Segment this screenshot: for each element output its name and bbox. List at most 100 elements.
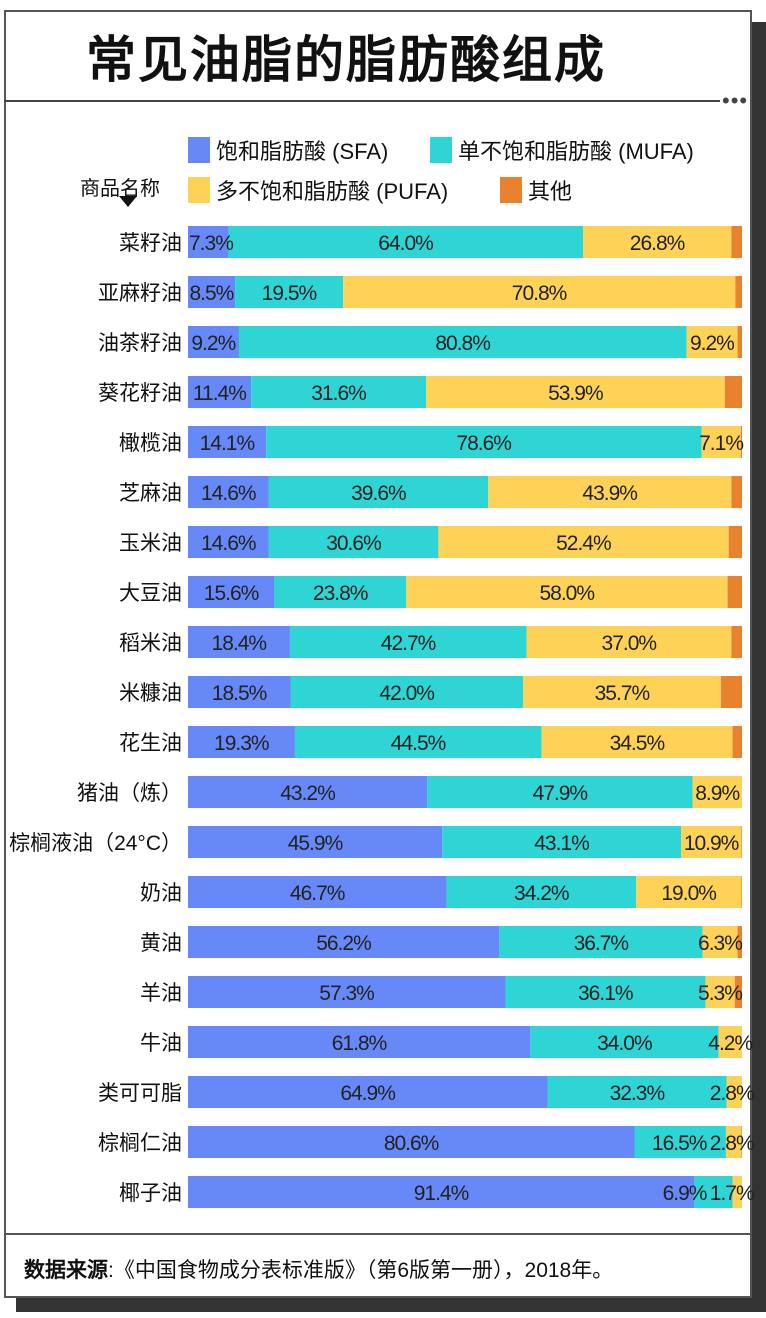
bar-segment [701, 426, 741, 458]
bar-segment [505, 976, 706, 1008]
bar-segment [741, 1126, 742, 1158]
bar-segment [238, 326, 687, 358]
bar-segment [547, 1076, 727, 1108]
data-label: 53.9% [548, 382, 603, 405]
source-note: 数据来源:《中国食物成分表标准版》（第6版第一册），2018年。 [24, 1254, 613, 1284]
bar-segment [268, 526, 439, 558]
category-label: 类可可脂 [98, 1082, 182, 1105]
bar-segment [737, 926, 742, 958]
category-label: 菜籽油 [119, 232, 182, 255]
bar-segment [274, 576, 407, 608]
data-label: 11.4% [193, 382, 246, 405]
bar-segment [188, 276, 236, 308]
category-label: 奶油 [140, 882, 182, 905]
data-label: 14.1% [200, 432, 255, 455]
category-label: 油茶籽油 [98, 332, 182, 355]
data-label: 19.0% [661, 882, 716, 905]
data-label: 1.7% [710, 1182, 754, 1205]
data-label: 9.2% [191, 332, 235, 355]
data-label: 42.7% [381, 632, 436, 655]
data-label: 61.8% [332, 1032, 387, 1055]
data-label: 56.2% [316, 932, 371, 955]
data-label: 39.6% [351, 482, 406, 505]
bar-segment [251, 376, 427, 408]
bar-segment [343, 276, 736, 308]
data-label: 78.6% [456, 432, 511, 455]
bar-segment [188, 776, 428, 808]
bar-segment [188, 476, 269, 508]
data-label: 14.6% [201, 482, 256, 505]
category-label: 牛油 [140, 1032, 182, 1055]
data-label: 18.4% [212, 632, 267, 655]
legend-other: 其他 [500, 174, 572, 206]
category-label: 花生油 [119, 732, 182, 755]
bar-segment [634, 1126, 726, 1158]
data-label: 42.0% [379, 682, 434, 705]
bar-segment [188, 226, 229, 258]
data-label: 9.2% [690, 332, 734, 355]
bar-segment [583, 226, 732, 258]
bar-segment [228, 226, 584, 258]
bar-segment [188, 726, 295, 758]
bar-segment [692, 776, 742, 808]
down-arrow-icon [119, 196, 137, 207]
bar-segment [681, 826, 742, 858]
data-label: 15.6% [204, 582, 259, 605]
data-label: 26.8% [630, 232, 685, 255]
category-label: 大豆油 [119, 582, 182, 605]
bar-segment [732, 726, 742, 758]
category-axis-title: 商品名称 [80, 178, 160, 200]
legend-swatch-sfa [188, 137, 210, 163]
data-label: 19.5% [262, 282, 317, 305]
bar-segment [530, 1026, 719, 1058]
category-label: 稻米油 [119, 632, 182, 655]
data-label: 43.1% [534, 832, 589, 855]
legend-sfa: 饱和脂肪酸 (SFA) [188, 134, 388, 166]
data-label: 7.3% [189, 232, 233, 255]
bar-segment [735, 276, 742, 308]
data-label: 46.7% [290, 882, 345, 905]
bar-segment [702, 926, 738, 958]
data-label: 80.8% [435, 332, 490, 355]
bar-segment [724, 376, 742, 408]
data-label: 23.8% [313, 582, 368, 605]
bar-segment [188, 376, 252, 408]
bar-segment [694, 1176, 733, 1208]
bar-segment [446, 876, 637, 908]
category-label: 羊油 [140, 982, 182, 1005]
category-label: 亚麻籽油 [98, 282, 182, 305]
title-divider [4, 100, 720, 102]
category-label: 玉米油 [119, 532, 182, 555]
bar-segment [523, 676, 721, 708]
data-label: 34.5% [610, 732, 665, 755]
category-label: 橄榄油 [119, 432, 182, 455]
bar-segment [188, 576, 275, 608]
data-label: 34.2% [514, 882, 569, 905]
data-label: 45.9% [288, 832, 343, 855]
bar-segment [427, 776, 693, 808]
bar-segment [732, 1176, 742, 1208]
data-label: 57.3% [319, 982, 374, 1005]
bar-segment [188, 676, 291, 708]
bar-segment [406, 576, 728, 608]
data-label: 70.8% [512, 282, 567, 305]
data-label: 19.3% [214, 732, 269, 755]
bar-segment [188, 326, 239, 358]
bar-segment [438, 526, 729, 558]
category-label: 米糠油 [119, 682, 182, 705]
bar-segment [727, 576, 742, 608]
bar-segment [188, 876, 447, 908]
data-label: 16.5% [652, 1132, 707, 1155]
legend-label-other: 其他 [528, 179, 573, 204]
bar-segment [499, 926, 703, 958]
bar-segment [705, 976, 735, 1008]
data-label: 91.4% [414, 1182, 469, 1205]
data-label: 37.0% [602, 632, 657, 655]
data-label: 8.9% [695, 782, 739, 805]
bar-segment [188, 826, 443, 858]
bar-segment [741, 876, 742, 908]
data-label: 44.5% [391, 732, 446, 755]
chart-title: 常见油脂的脂肪酸组成 [86, 32, 606, 88]
bar-segment [488, 476, 732, 508]
bar-segment [718, 1026, 742, 1058]
